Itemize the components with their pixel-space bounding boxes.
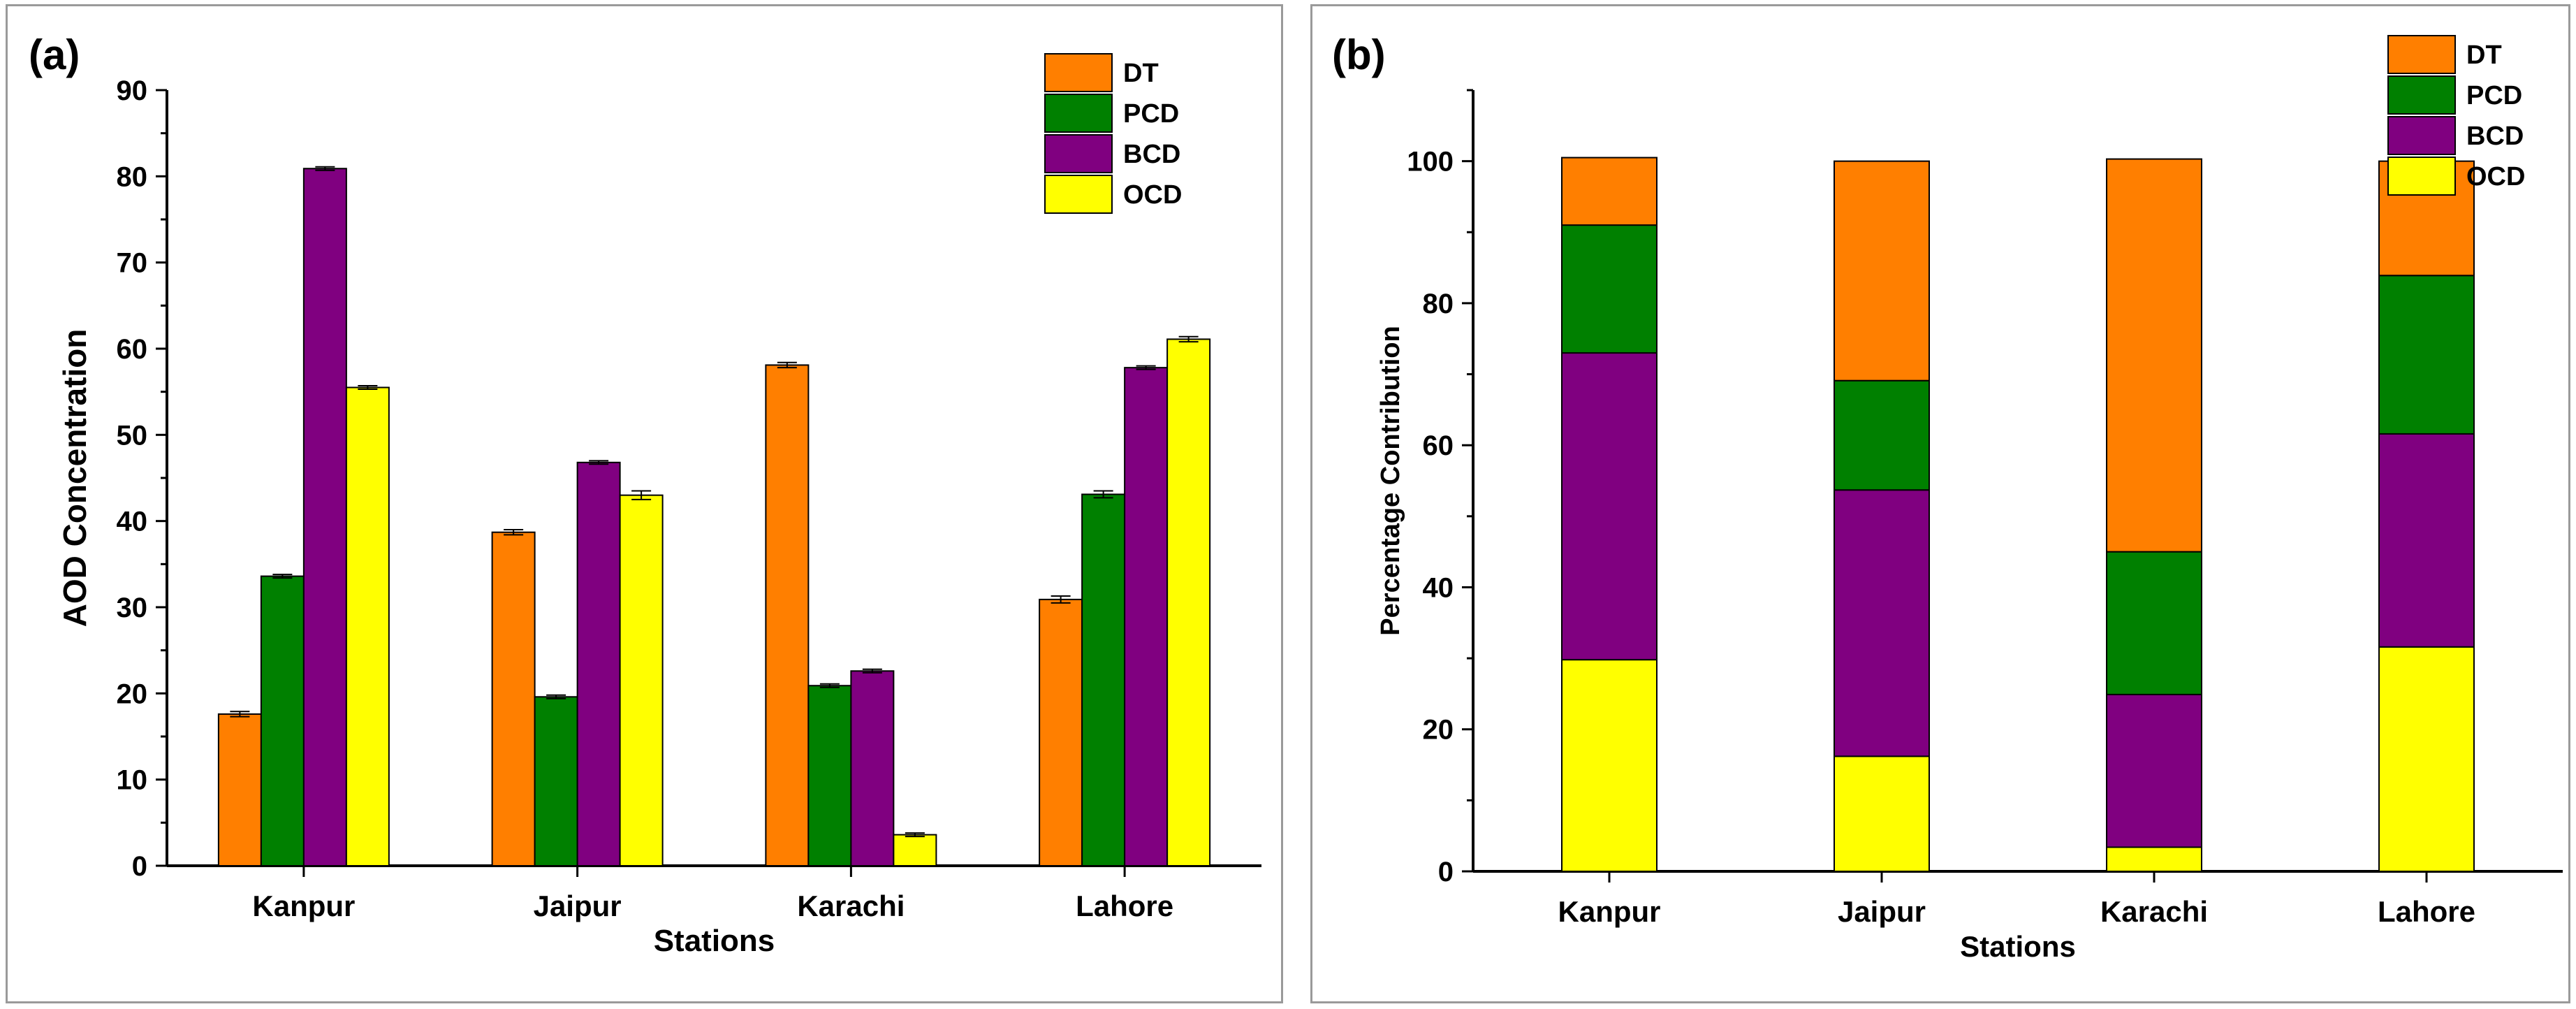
y-tick-label: 10: [117, 765, 148, 796]
y-tick-label: 100: [1407, 147, 1454, 177]
y-axis-title: Percentage Contribution: [1376, 326, 1405, 635]
legend-swatch-dt: [2387, 35, 2456, 74]
bar-ocd: [619, 494, 664, 866]
legend-swatch-ocd: [2387, 157, 2456, 196]
stacked-segment-bcd: [2106, 693, 2202, 848]
y-tick-label: 80: [117, 161, 148, 192]
bar-ocd: [345, 386, 390, 866]
bar-pcd: [1081, 493, 1126, 866]
stacked-segment-ocd: [1834, 755, 1930, 873]
stacked-segment-dt: [2106, 158, 2202, 553]
bar-bcd: [850, 670, 895, 866]
panel-b: (b) 0 20 40 60 80 100 Kanpur Jaipur Karachi Lahor…: [1310, 4, 2570, 1003]
bar-ocd: [1166, 338, 1211, 866]
y-tick-label: 70: [117, 248, 148, 279]
legend-swatch-ocd: [1044, 175, 1113, 214]
legend-swatch-pcd: [2387, 75, 2456, 115]
legend-swatch-dt: [1044, 53, 1113, 92]
bar-ocd: [893, 834, 937, 866]
y-axis-title: AOD Concentration: [57, 329, 93, 627]
y-tick-label: 20: [1423, 715, 1454, 746]
y-tick-label: 50: [117, 420, 148, 451]
x-axis-title: Stations: [654, 924, 775, 958]
stacked-segment-bcd: [2378, 433, 2475, 648]
stacked-segment-ocd: [2378, 646, 2475, 872]
panel-b-label: (b): [1332, 31, 1386, 78]
y-tick-label: 30: [117, 593, 148, 623]
x-axis-title: Stations: [1960, 930, 2076, 963]
bar-pcd: [260, 575, 305, 866]
legend-label-dt: DT: [1123, 59, 1159, 88]
legend-label-bcd: BCD: [1123, 140, 1180, 169]
x-tick-label: Karachi: [2100, 895, 2208, 928]
legend-label-bcd: BCD: [2466, 122, 2524, 151]
stacked-segment-dt: [1834, 160, 1930, 382]
legend-label-pcd: PCD: [2466, 81, 2522, 110]
legend-label-ocd: OCD: [2466, 162, 2525, 191]
x-tick-label: Kanpur: [252, 890, 355, 922]
legend-label-pcd: PCD: [1123, 99, 1179, 129]
y-tick-label: 0: [132, 851, 147, 882]
stacked-segment-pcd: [2106, 551, 2202, 695]
x-tick-label: Lahore: [2378, 895, 2475, 928]
legend-label-ocd: OCD: [1123, 180, 1182, 210]
y-tick-label: 80: [1423, 289, 1454, 319]
x-tick-label: Karachi: [797, 890, 905, 922]
panel-a-label: (a): [29, 31, 80, 78]
y-tick-label: 90: [117, 75, 148, 106]
y-tick-label: 0: [1438, 857, 1454, 887]
legend-label-dt: DT: [2466, 41, 2502, 70]
stacked-segment-ocd: [2106, 846, 2202, 872]
x-tick-label: Lahore: [1076, 890, 1173, 922]
bar-dt: [217, 713, 262, 867]
stacked-segment-pcd: [1834, 379, 1930, 491]
panel-a: (a) 0 10 20 30 40 50 60 70 80 90 Kanpur Jaipur Karac…: [6, 4, 1283, 1003]
bar-dt: [765, 364, 810, 866]
stacked-segment-bcd: [1834, 489, 1930, 757]
bar-dt: [1039, 598, 1083, 867]
stacked-segment-ocd: [1561, 659, 1657, 873]
stacked-segment-dt: [1561, 157, 1657, 226]
y-tick-label: 60: [1423, 430, 1454, 461]
bar-bcd: [1124, 367, 1169, 866]
y-tick-label: 60: [117, 334, 148, 365]
chart-a-svg: (a) 0 10 20 30 40 50 60 70 80 90 Kanpur Jaipur Karac…: [29, 31, 1261, 958]
bar-bcd: [576, 461, 621, 866]
stacked-segment-pcd: [1561, 224, 1657, 354]
legend-swatch-bcd: [1044, 134, 1113, 173]
x-tick-label: Jaipur: [534, 890, 622, 922]
legend-swatch-pcd: [1044, 94, 1113, 133]
bar-dt: [491, 531, 536, 866]
bar-bcd: [302, 168, 347, 866]
y-tick-label: 40: [117, 507, 148, 537]
bar-pcd: [807, 685, 852, 866]
x-tick-label: Kanpur: [1558, 895, 1661, 928]
bar-pcd: [534, 696, 578, 866]
y-tick-label: 20: [117, 678, 148, 709]
y-tick-label: 40: [1423, 572, 1454, 603]
stacked-segment-bcd: [1561, 352, 1657, 661]
x-tick-label: Jaipur: [1838, 895, 1926, 928]
chart-b-svg: (b) 0 20 40 60 80 100 Kanpur Jaipur Karachi Lahor…: [1332, 31, 2563, 963]
stacked-segment-pcd: [2378, 275, 2475, 435]
legend-swatch-bcd: [2387, 116, 2456, 155]
